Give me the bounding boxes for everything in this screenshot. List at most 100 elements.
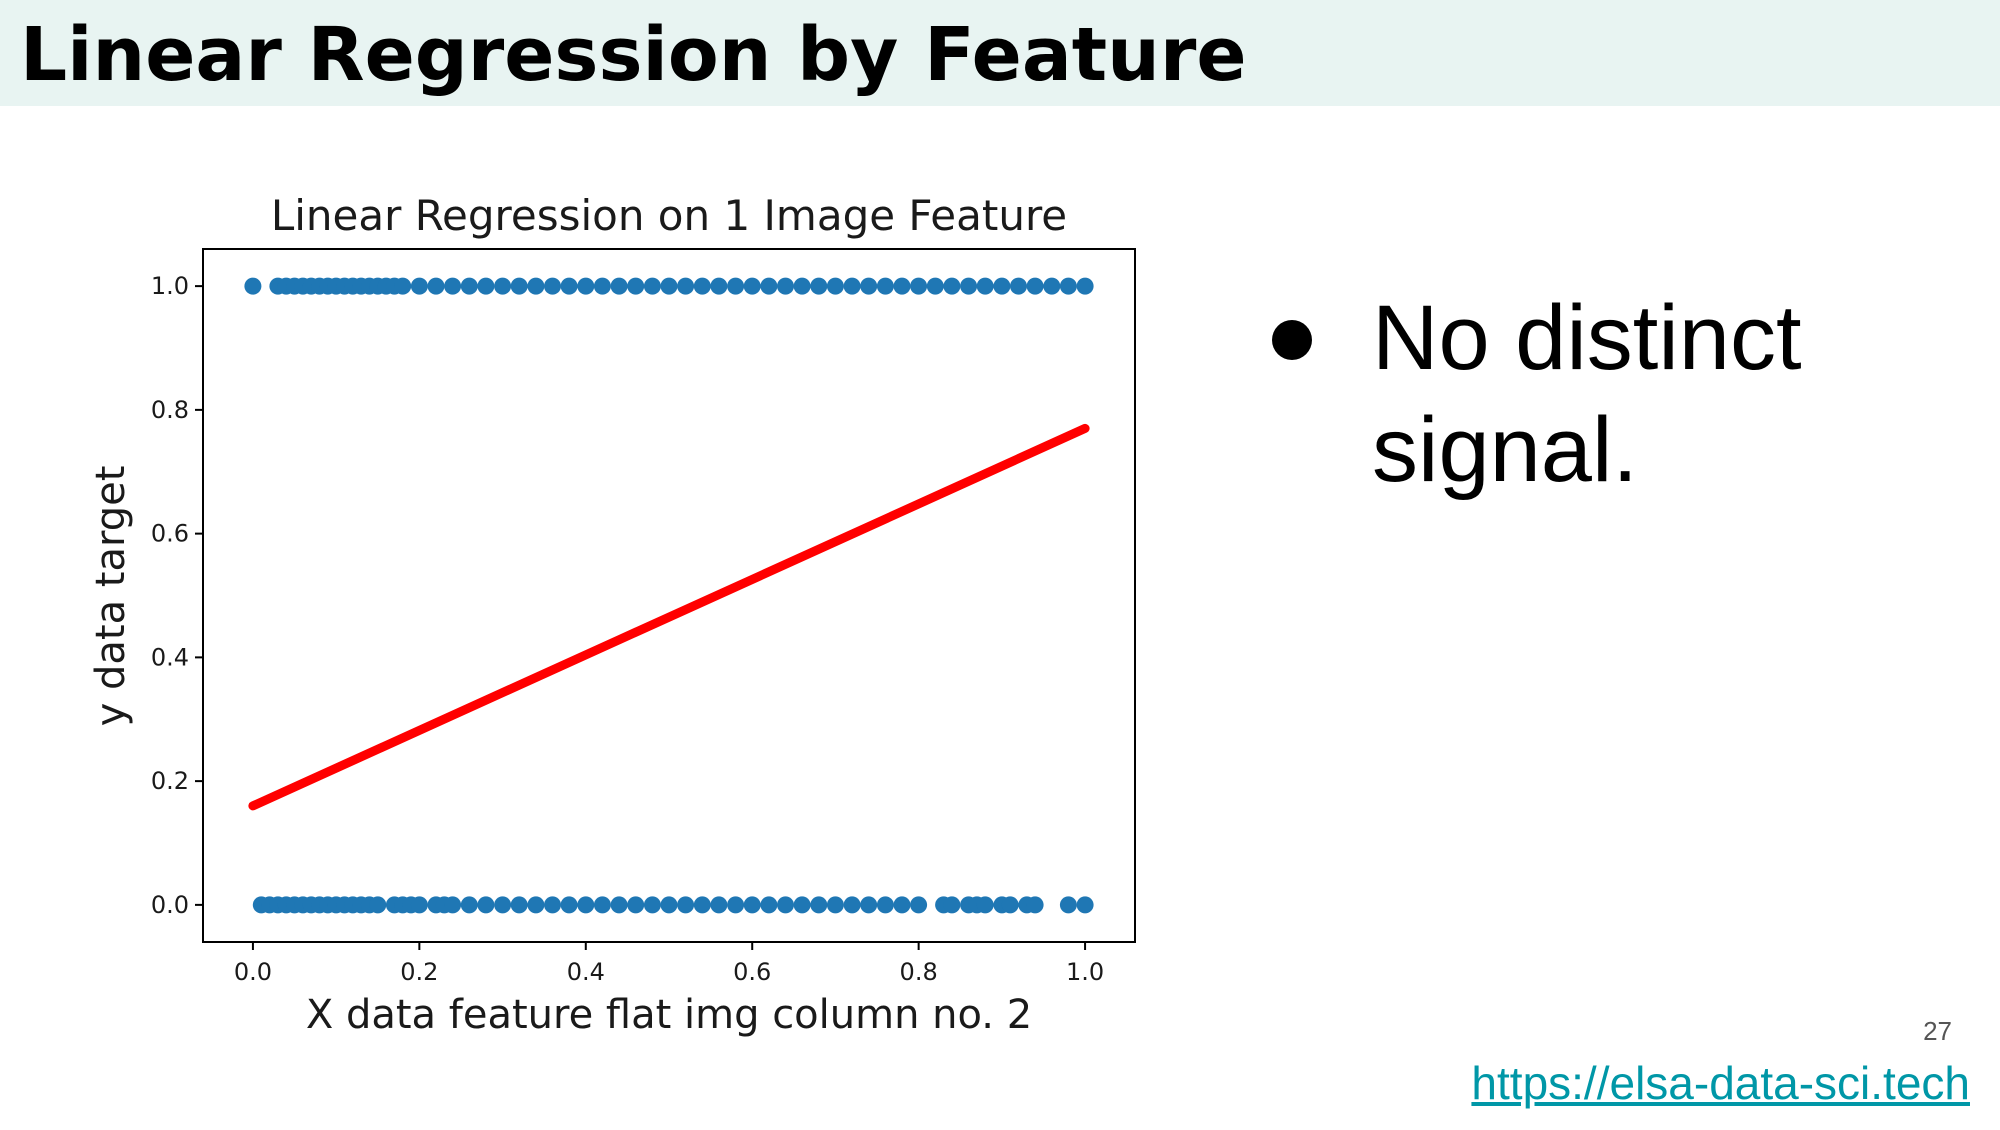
data-point-y0-46: [860, 896, 878, 914]
data-point-y1-31: [643, 277, 661, 295]
y-tick-label-4: 0.8: [151, 396, 189, 424]
data-point-y1-40: [793, 277, 811, 295]
y-tick-label-1: 0.2: [151, 767, 189, 795]
data-point-y1-54: [1026, 277, 1044, 295]
data-point-y0-59: [1059, 896, 1077, 914]
data-point-y1-33: [677, 277, 695, 295]
data-point-y1-44: [860, 277, 878, 295]
data-point-y1-45: [876, 277, 894, 295]
data-point-y0-45: [843, 896, 861, 914]
bullet-dot-icon: [1272, 320, 1312, 360]
data-point-y1-51: [976, 277, 994, 295]
data-point-y1-18: [427, 277, 445, 295]
data-point-y1-39: [777, 277, 794, 295]
data-point-y1-52: [993, 277, 1011, 295]
data-point-y0-58: [1026, 896, 1044, 914]
page-number: 27: [1923, 1016, 1952, 1046]
data-point-y0-27: [544, 896, 561, 914]
data-point-y0-18: [410, 896, 428, 914]
bullet-text: No distinct signal.: [1372, 287, 1802, 501]
data-point-y1-49: [943, 277, 961, 295]
data-point-y1-37: [743, 277, 761, 295]
data-point-y1-26: [560, 277, 578, 295]
data-point-y0-36: [693, 896, 711, 914]
data-point-y0-47: [876, 896, 894, 914]
data-point-y0-54: [976, 896, 994, 914]
data-point-y1-43: [843, 277, 861, 295]
data-point-y0-21: [444, 896, 462, 914]
data-point-y0-37: [710, 896, 728, 914]
y-tick-label-2: 0.4: [151, 643, 189, 671]
data-point-y0-35: [677, 896, 695, 914]
data-point-y0-39: [743, 896, 761, 914]
y-tick-label-5: 1.0: [151, 272, 189, 300]
data-point-y1-30: [627, 277, 645, 295]
plot-frame: [202, 248, 1136, 943]
website-link[interactable]: https://elsa-data-sci.tech: [1471, 1057, 1970, 1109]
data-point-y0-29: [577, 896, 595, 914]
data-point-y1-20: [460, 277, 478, 295]
title-band: [0, 0, 2000, 106]
data-point-y0-56: [1001, 896, 1019, 914]
data-point-y0-23: [477, 896, 495, 914]
data-point-y1-16: [394, 277, 412, 295]
data-point-y0-48: [893, 896, 911, 914]
data-point-y1-48: [926, 277, 944, 295]
data-point-y1-32: [660, 277, 678, 295]
data-point-y1-57: [1076, 277, 1094, 295]
data-point-y1-27: [577, 277, 595, 295]
data-point-y1-0: [244, 277, 262, 295]
data-point-y1-25: [544, 277, 561, 295]
data-point-y0-41: [777, 896, 794, 914]
data-point-y0-14: [369, 896, 387, 914]
x-tick-label-2: 0.4: [567, 958, 605, 986]
data-point-y0-43: [810, 896, 828, 914]
y-tick-label-3: 0.6: [151, 520, 189, 548]
data-point-y1-19: [444, 277, 462, 295]
data-point-y1-23: [510, 277, 528, 295]
data-point-y0-22: [460, 896, 478, 914]
data-point-y0-44: [826, 896, 844, 914]
data-point-y0-33: [643, 896, 661, 914]
data-point-y1-36: [727, 277, 745, 295]
x-tick-label-5: 1.0: [1066, 958, 1104, 986]
data-point-y0-51: [943, 896, 961, 914]
data-point-y1-47: [910, 277, 928, 295]
data-point-y1-38: [760, 277, 778, 295]
slide-title: Linear Regression by Feature: [20, 12, 1247, 98]
data-point-y1-56: [1059, 277, 1077, 295]
data-point-y0-42: [793, 896, 811, 914]
data-point-y1-46: [893, 277, 911, 295]
data-point-y1-50: [960, 277, 978, 295]
data-point-y0-26: [527, 896, 545, 914]
data-point-y0-38: [727, 896, 745, 914]
data-point-y1-35: [710, 277, 728, 295]
chart-title: Linear Regression on 1 Image Feature: [271, 191, 1067, 240]
data-point-y0-40: [760, 896, 778, 914]
data-point-y1-42: [826, 277, 844, 295]
data-point-y0-34: [660, 896, 678, 914]
data-point-y1-28: [593, 277, 611, 295]
x-tick-label-1: 0.2: [400, 958, 438, 986]
data-point-y0-24: [494, 896, 512, 914]
x-axis-label: X data feature flat img column no. 2: [306, 992, 1032, 1038]
data-point-y1-24: [527, 277, 545, 295]
data-point-y1-53: [1010, 277, 1027, 295]
x-tick-label-3: 0.6: [733, 958, 771, 986]
data-point-y1-22: [494, 277, 512, 295]
data-point-y0-60: [1076, 896, 1094, 914]
y-tick-label-0: 0.0: [151, 891, 189, 919]
x-tick-label-0: 0.0: [234, 958, 272, 986]
regression-line: [248, 423, 1090, 811]
data-point-y1-21: [477, 277, 495, 295]
data-point-y1-29: [610, 277, 628, 295]
data-point-y0-30: [593, 896, 611, 914]
data-point-y1-17: [410, 277, 428, 295]
y-axis-label: y data target: [88, 466, 134, 727]
data-point-y0-32: [627, 896, 645, 914]
data-point-y0-49: [910, 896, 928, 914]
data-point-y0-25: [510, 896, 528, 914]
data-point-y0-28: [560, 896, 578, 914]
